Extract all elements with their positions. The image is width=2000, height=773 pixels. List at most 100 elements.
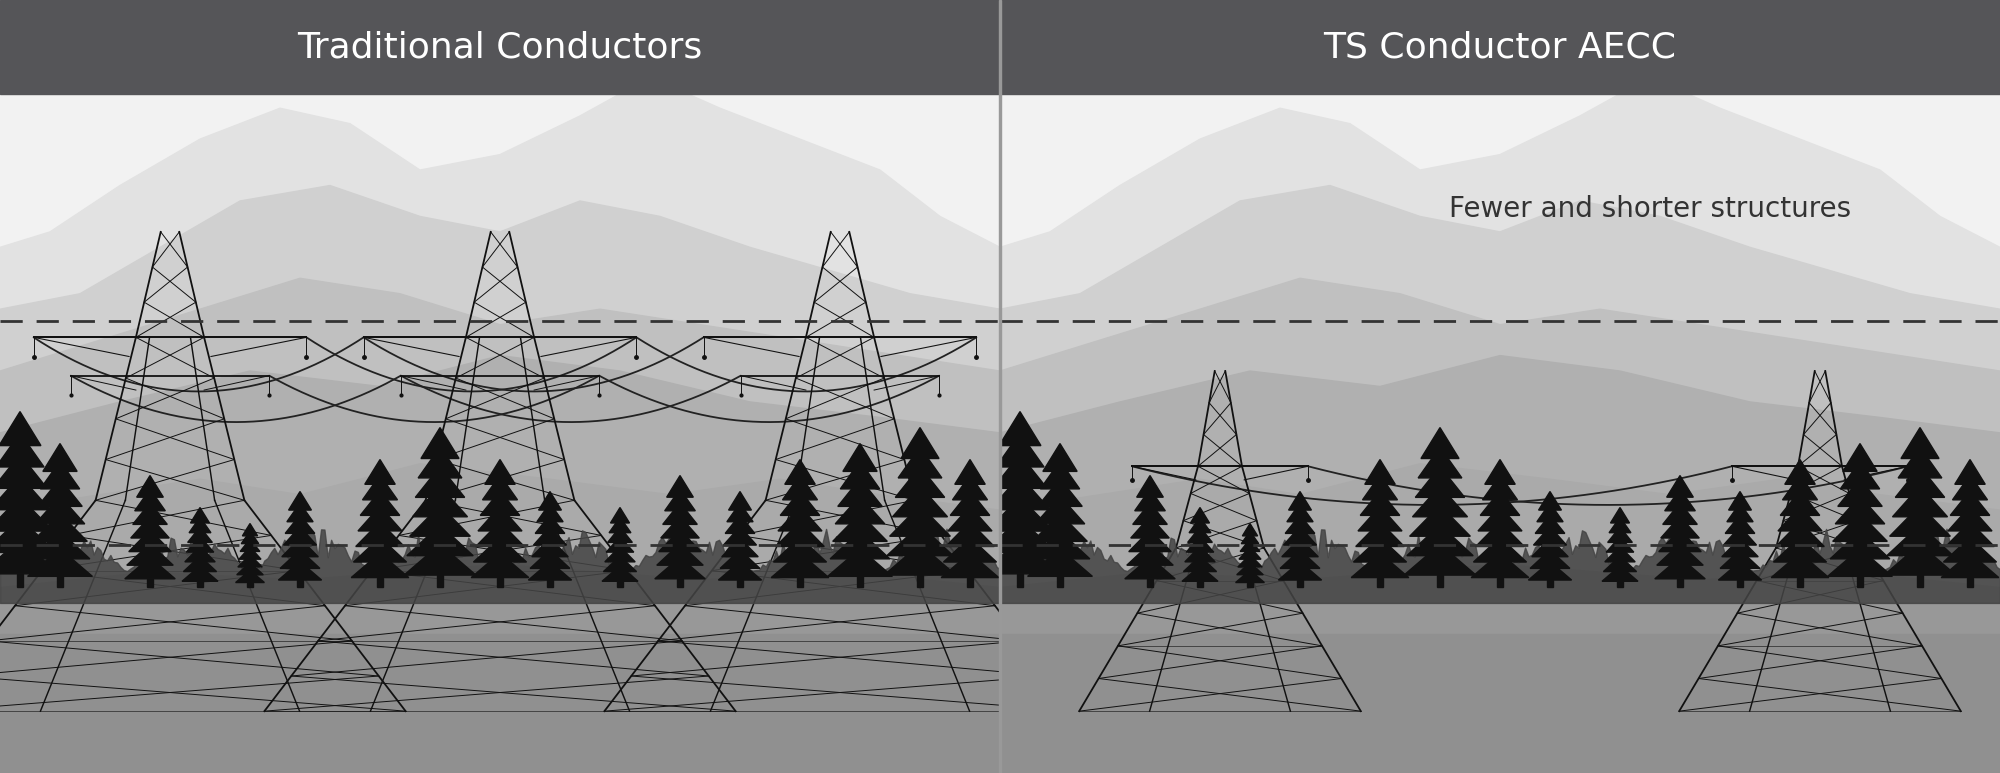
Polygon shape	[1496, 577, 1504, 587]
Polygon shape	[0, 475, 50, 509]
Polygon shape	[1838, 478, 1882, 506]
Polygon shape	[1190, 517, 1210, 533]
Polygon shape	[360, 491, 400, 516]
Polygon shape	[420, 427, 460, 458]
Polygon shape	[900, 427, 940, 458]
Polygon shape	[1952, 475, 1988, 500]
Polygon shape	[1944, 537, 1996, 562]
Polygon shape	[1404, 544, 1476, 575]
Polygon shape	[1720, 550, 1760, 568]
Polygon shape	[354, 537, 406, 562]
Polygon shape	[1018, 574, 1024, 587]
Polygon shape	[1840, 461, 1880, 489]
Polygon shape	[186, 536, 214, 552]
Polygon shape	[1036, 496, 1084, 524]
Polygon shape	[726, 503, 754, 522]
Polygon shape	[1534, 526, 1566, 545]
Polygon shape	[1416, 466, 1464, 497]
Polygon shape	[1784, 460, 1816, 485]
Polygon shape	[1236, 570, 1264, 583]
Polygon shape	[1946, 522, 1994, 547]
Polygon shape	[1030, 531, 1090, 559]
Polygon shape	[1482, 475, 1518, 500]
Polygon shape	[248, 583, 252, 587]
Polygon shape	[1128, 530, 1172, 552]
Polygon shape	[404, 544, 476, 575]
Polygon shape	[1000, 278, 2000, 773]
Polygon shape	[1532, 538, 1568, 557]
Polygon shape	[1884, 544, 1956, 575]
Bar	[1000, 0, 2000, 94]
Polygon shape	[1886, 525, 1954, 556]
Polygon shape	[1288, 492, 1312, 510]
Polygon shape	[1028, 549, 1092, 577]
Bar	[0, 0, 1000, 94]
Polygon shape	[984, 519, 1056, 553]
Polygon shape	[410, 506, 470, 536]
Polygon shape	[950, 491, 990, 516]
Polygon shape	[0, 356, 1000, 773]
Polygon shape	[1242, 523, 1258, 536]
Polygon shape	[916, 575, 924, 587]
Polygon shape	[0, 411, 40, 445]
Polygon shape	[1656, 543, 1704, 565]
Polygon shape	[892, 486, 948, 517]
Text: TS Conductor AECC: TS Conductor AECC	[1324, 30, 1676, 64]
Polygon shape	[898, 447, 942, 478]
Polygon shape	[606, 536, 634, 552]
Polygon shape	[36, 496, 84, 524]
Polygon shape	[828, 549, 892, 577]
Polygon shape	[358, 506, 402, 531]
Polygon shape	[280, 550, 320, 568]
Polygon shape	[356, 522, 404, 547]
Polygon shape	[182, 566, 218, 581]
Polygon shape	[1890, 506, 1950, 536]
Polygon shape	[0, 464, 1000, 773]
Polygon shape	[1950, 491, 1990, 516]
Polygon shape	[1242, 531, 1258, 543]
Polygon shape	[124, 557, 176, 579]
Polygon shape	[1948, 506, 1992, 531]
Polygon shape	[1124, 557, 1176, 579]
Polygon shape	[136, 475, 164, 497]
Polygon shape	[1364, 460, 1396, 485]
Polygon shape	[474, 537, 526, 562]
Polygon shape	[1238, 554, 1262, 567]
Polygon shape	[1418, 447, 1462, 478]
Polygon shape	[1664, 489, 1696, 511]
Polygon shape	[480, 491, 520, 516]
Polygon shape	[40, 461, 80, 489]
Polygon shape	[1654, 557, 1706, 579]
Polygon shape	[482, 475, 518, 500]
Polygon shape	[1942, 553, 1998, 577]
Polygon shape	[238, 554, 262, 567]
Polygon shape	[602, 566, 638, 581]
Polygon shape	[1736, 580, 1744, 587]
Polygon shape	[296, 580, 304, 587]
Polygon shape	[654, 557, 706, 579]
Polygon shape	[1796, 577, 1804, 587]
Polygon shape	[1898, 447, 1942, 478]
Polygon shape	[1412, 486, 1468, 517]
Polygon shape	[1056, 577, 1064, 587]
Polygon shape	[1778, 506, 1822, 531]
Polygon shape	[990, 475, 1050, 509]
Polygon shape	[1610, 517, 1630, 533]
Polygon shape	[1134, 489, 1166, 511]
Polygon shape	[608, 527, 632, 543]
Polygon shape	[772, 553, 828, 577]
Text: Traditional Conductors: Traditional Conductors	[298, 30, 702, 64]
Polygon shape	[856, 577, 864, 587]
Polygon shape	[952, 475, 988, 500]
Polygon shape	[196, 581, 204, 587]
Polygon shape	[1190, 508, 1210, 523]
Polygon shape	[662, 502, 698, 524]
Polygon shape	[604, 556, 636, 571]
Polygon shape	[130, 516, 170, 538]
Polygon shape	[1410, 506, 1470, 536]
Polygon shape	[436, 575, 444, 587]
Polygon shape	[1000, 411, 1040, 445]
Polygon shape	[548, 580, 552, 587]
Polygon shape	[1616, 581, 1624, 587]
Polygon shape	[778, 506, 822, 531]
